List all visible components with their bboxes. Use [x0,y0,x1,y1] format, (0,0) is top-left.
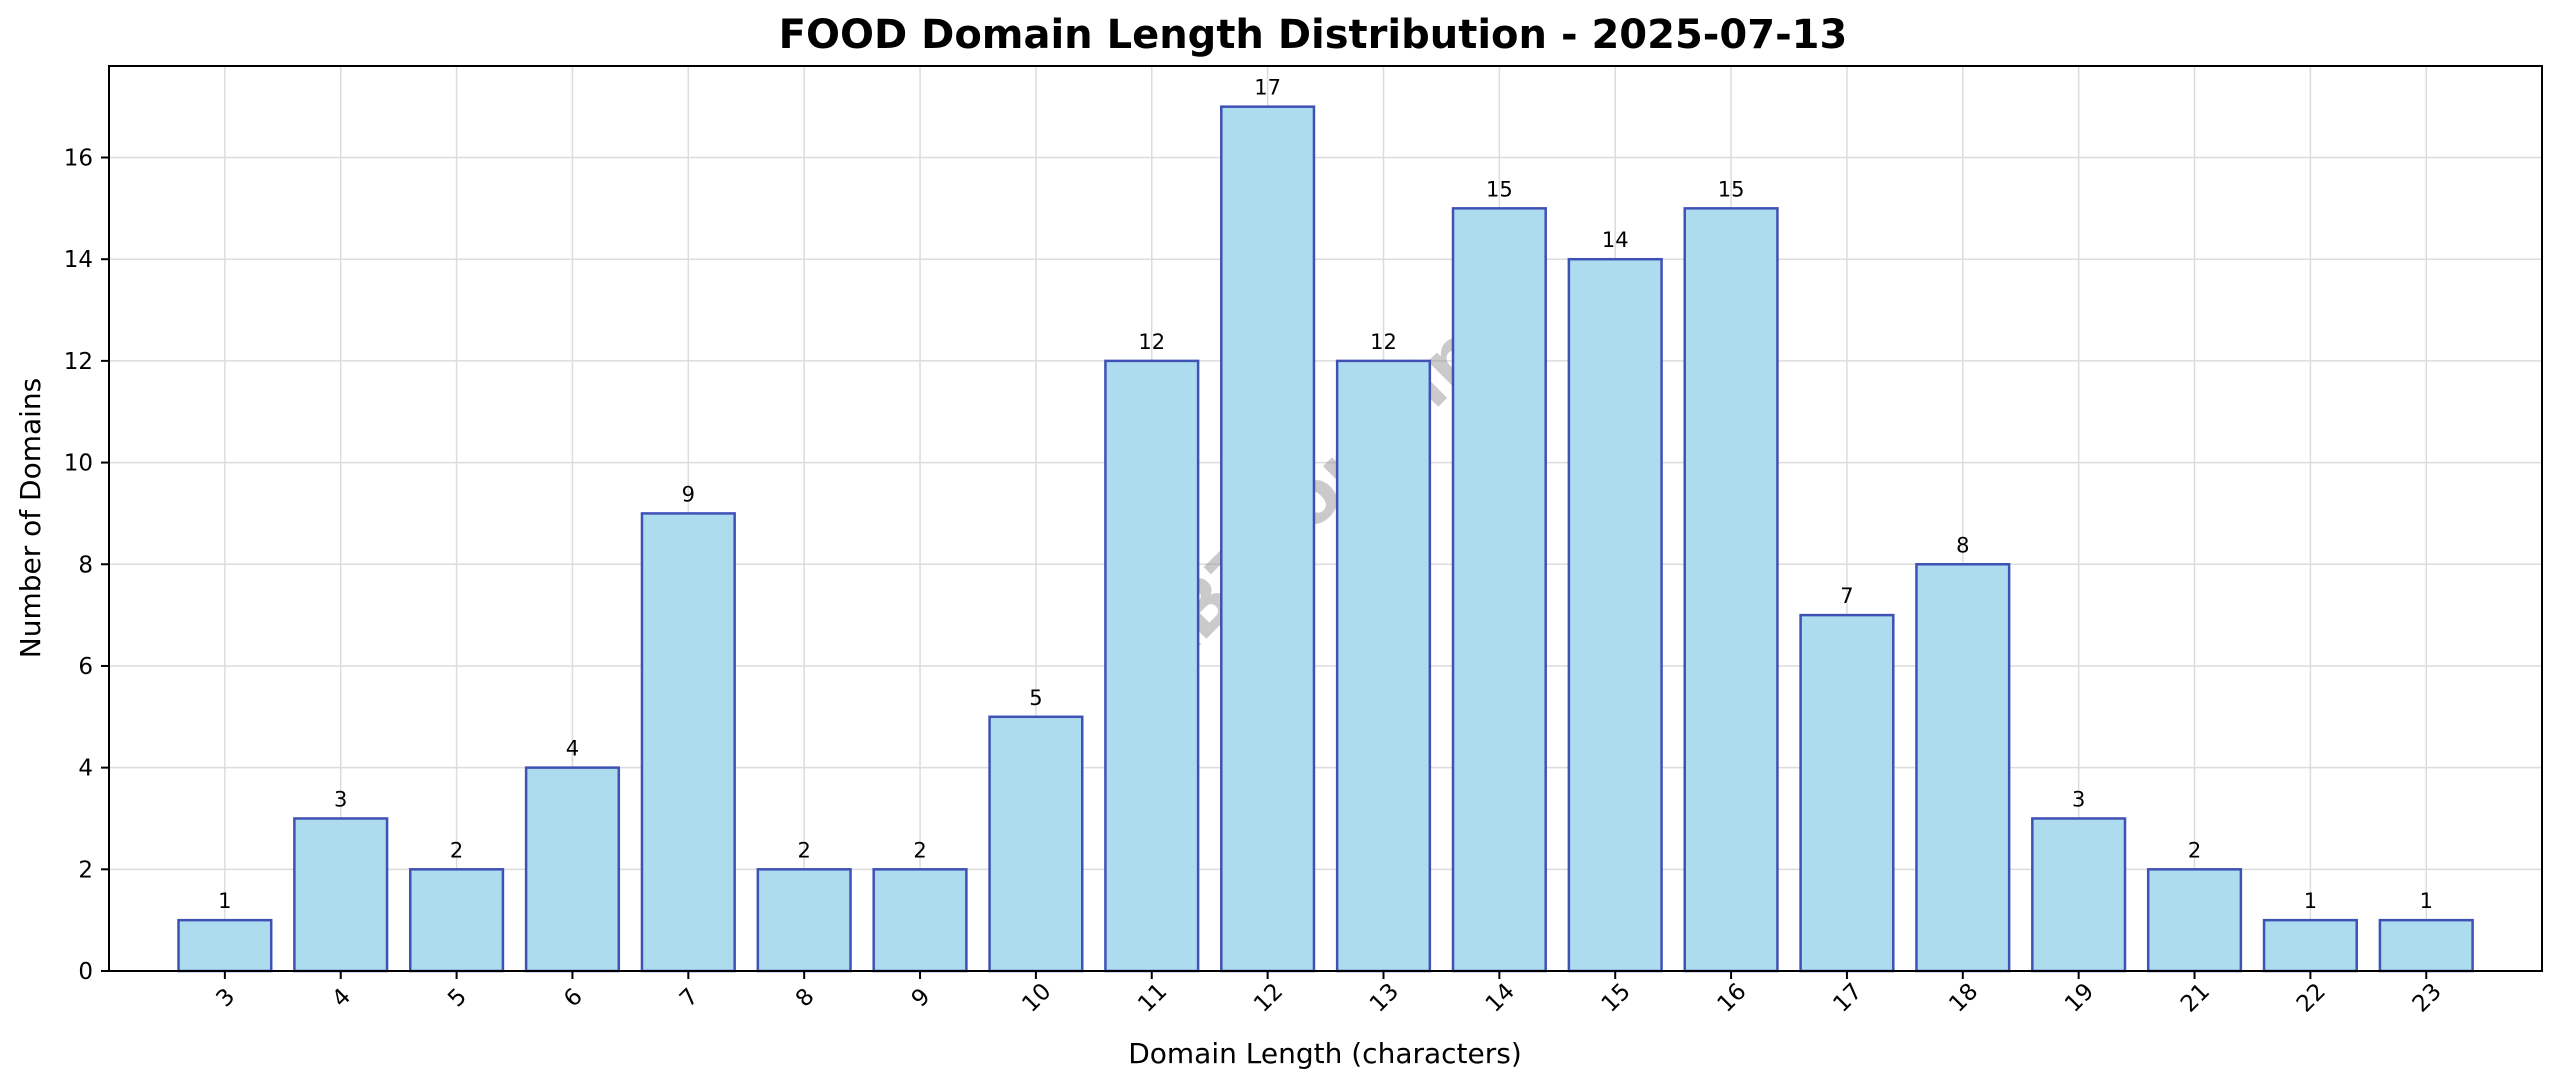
bar-5 [408,868,505,973]
data-label-16: 15 [1718,177,1745,201]
y-tick-label: 16 [64,146,93,172]
x-tick-label-22: 22 [2292,979,2331,1018]
bar-3 [177,918,273,973]
x-tick-label-8: 8 [791,984,820,1013]
bar-13 [1335,359,1432,973]
y-tick-label: 10 [64,451,93,477]
data-label-10: 5 [1029,686,1042,710]
y-tick-label: 0 [78,959,93,985]
y-tick-label: 12 [64,349,93,375]
x-tick-label-6: 6 [559,984,588,1013]
bar-10 [988,715,1084,973]
x-tick-label-21: 21 [2176,979,2215,1018]
bar-23 [2378,918,2474,973]
data-label-9: 2 [913,838,926,862]
y-tick-label: 14 [64,247,93,273]
data-label-12: 17 [1254,76,1281,100]
bar-4 [293,817,389,973]
data-label-13: 12 [1370,330,1397,354]
bar-22 [2262,918,2358,973]
x-tick-label-9: 9 [907,984,936,1013]
x-tick-label-17: 17 [1828,979,1867,1018]
data-label-8: 2 [797,838,810,862]
x-axis-ticks: 3 4 5 6 7 8 9 10 11 12 13 14 15 16 17 18 19 21 22 23 [212,971,2447,1018]
y-tick-label: 4 [78,756,93,782]
data-label-5: 2 [450,838,463,862]
data-label-21: 2 [2188,838,2201,862]
x-tick-label-13: 13 [1365,979,1404,1018]
x-tick-label-11: 11 [1133,979,1172,1018]
y-axis-label: Number of Domains [14,378,47,659]
data-label-15: 14 [1602,228,1629,252]
bar-12 [1220,105,1316,973]
y-tick-label: 8 [78,552,93,578]
data-label-23: 1 [2420,889,2433,913]
bar-16 [1683,207,1779,973]
data-label-18: 8 [1956,533,1969,557]
data-label-19: 3 [2072,787,2085,811]
x-tick-label-14: 14 [1481,979,1520,1018]
x-tick-label-18: 18 [1944,979,1983,1018]
y-axis-ticks: 0 2 4 6 8 10 12 14 16 [64,146,109,985]
bar-8 [756,868,852,973]
bar-14 [1451,207,1547,973]
x-tick-label-16: 16 [1713,979,1752,1018]
x-tick-label-10: 10 [1017,979,1056,1018]
data-label-11: 12 [1138,330,1165,354]
data-label-7: 9 [682,482,695,506]
x-tick-label-5: 5 [443,984,472,1013]
x-tick-label-12: 12 [1249,979,1288,1018]
plot-frame [108,65,2543,972]
bars: 1 3 2 4 9 2 2 5 12 17 12 15 14 15 7 8 3 2 1 1 [177,76,2474,973]
x-tick-label-3: 3 [212,984,241,1013]
bar-6 [524,766,621,973]
bar-21 [2146,868,2243,973]
x-tick-label-23: 23 [2408,979,2447,1018]
bar-15 [1567,257,1663,973]
chart-title: FOOD Domain Length Distribution - 2025-0… [779,12,1848,58]
y-tick-label: 2 [78,857,93,883]
x-axis-label: Domain Length (characters) [1128,1037,1522,1070]
data-label-6: 4 [566,737,579,761]
x-tick-label-4: 4 [327,984,356,1013]
bar-19 [2031,817,2127,973]
x-tick-label-7: 7 [675,984,704,1013]
data-label-17: 7 [1840,584,1853,608]
bar-7 [640,512,736,973]
data-label-22: 1 [2304,889,2317,913]
data-label-4: 3 [334,787,347,811]
x-tick-label-15: 15 [1597,979,1636,1018]
bar-18 [1915,563,2011,973]
bar-11 [1104,359,1200,973]
bar-9 [872,868,968,973]
data-label-14: 15 [1486,177,1513,201]
y-tick-label: 6 [78,654,93,680]
bar-17 [1799,613,1895,973]
data-label-3: 1 [218,889,231,913]
x-tick-label-19: 19 [2060,979,2099,1018]
